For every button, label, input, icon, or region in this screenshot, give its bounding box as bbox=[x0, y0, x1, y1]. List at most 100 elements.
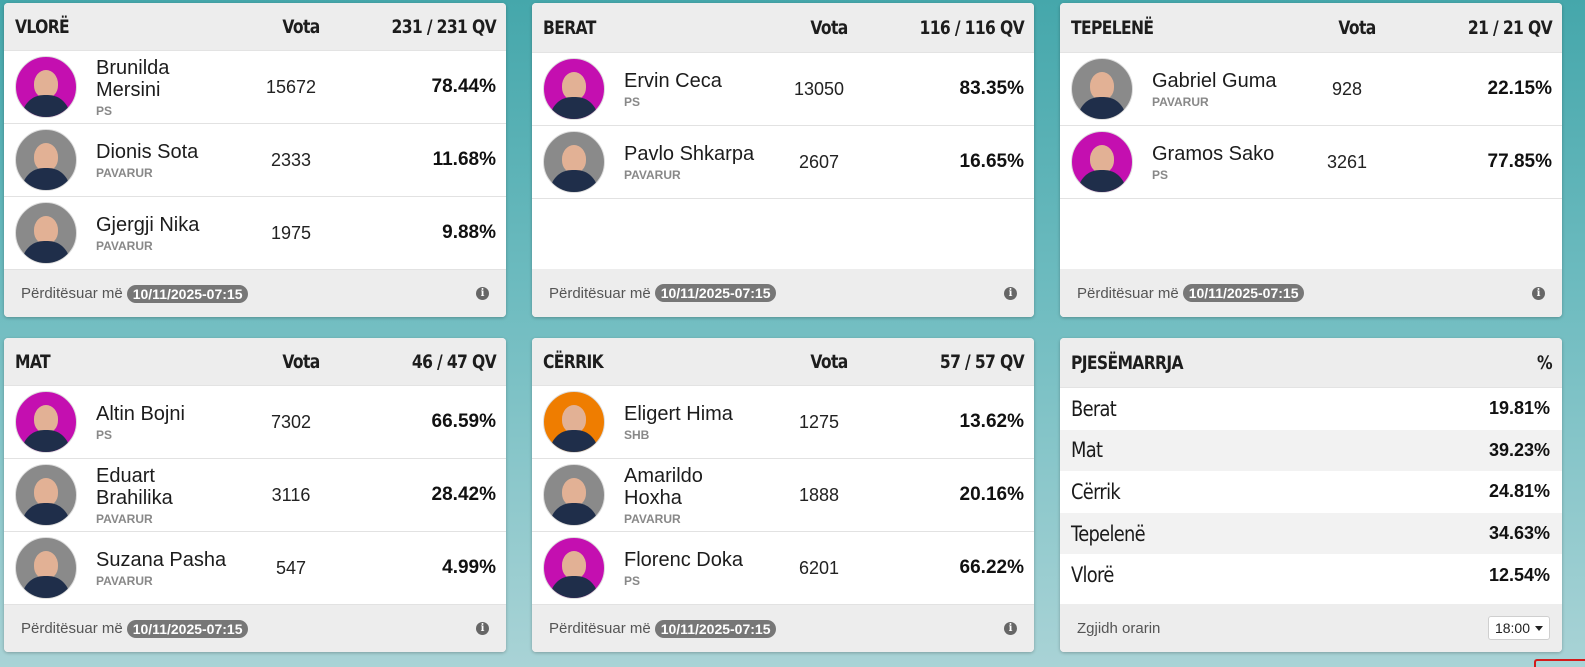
turnout-city: Tepelenë bbox=[1071, 521, 1146, 546]
candidate-list: Altin Bojni PS 7302 66.59% Eduart Brahil… bbox=[4, 386, 506, 606]
candidate-row: Brunilda Mersini PS 15672 78.44% bbox=[4, 51, 506, 125]
candidate-list: Eligert Hima SHB 1275 13.62% Amarildo Ho… bbox=[532, 386, 1034, 606]
candidate-list: Brunilda Mersini PS 15672 78.44% Dionis … bbox=[4, 51, 506, 271]
turnout-row: Cërrik 24.81% bbox=[1060, 471, 1562, 513]
candidate-name: Ervin Ceca bbox=[624, 69, 722, 92]
candidate-pct: 83.35% bbox=[959, 78, 1024, 99]
schedule-select[interactable]: 18:00 bbox=[1487, 616, 1550, 640]
candidate-list: Gabriel Guma PAVARUR 928 22.15% Gramos S… bbox=[1060, 53, 1562, 269]
candidate-avatar bbox=[543, 391, 605, 454]
candidate-party: SHB bbox=[624, 427, 650, 442]
card-footer: Përditësuar më 10/11/2025-07:15 i bbox=[532, 605, 1034, 652]
info-icon[interactable]: i bbox=[476, 287, 489, 301]
info-icon[interactable]: i bbox=[1004, 286, 1017, 300]
qv-count: 46 / 47 QV bbox=[411, 350, 497, 373]
turnout-row: Mat 39.23% bbox=[1060, 429, 1562, 472]
card-footer: Përditësuar më 10/11/2025-07:15 i bbox=[4, 605, 506, 652]
candidate-pct: 13.62% bbox=[959, 411, 1024, 433]
corner-highlight bbox=[1534, 659, 1585, 667]
turnout-pct: 19.81% bbox=[1488, 398, 1550, 419]
candidate-party: PS bbox=[624, 94, 641, 109]
candidate-avatar bbox=[543, 131, 605, 193]
city-title: BERAT bbox=[543, 16, 596, 39]
candidate-avatar bbox=[543, 464, 605, 527]
card-header: VLORË Vota 231 / 231 QV bbox=[4, 3, 506, 52]
info-icon[interactable]: i bbox=[476, 622, 489, 636]
updated-date-badge: 10/11/2025-07:15 bbox=[654, 284, 777, 302]
candidate-row: Gabriel Guma PAVARUR 928 22.15% bbox=[1060, 53, 1562, 126]
candidate-votes: 2333 bbox=[270, 149, 312, 170]
candidate-votes: 7302 bbox=[270, 411, 312, 432]
card-header: TEPELENË Vota 21 / 21 QV bbox=[1060, 3, 1562, 53]
candidate-votes: 6201 bbox=[798, 557, 840, 578]
candidate-votes: 1275 bbox=[798, 411, 840, 432]
candidate-pct: 78.44% bbox=[431, 76, 496, 98]
turnout-pct: 24.81% bbox=[1488, 481, 1550, 502]
candidate-avatar bbox=[15, 464, 77, 527]
candidate-party: PAVARUR bbox=[1152, 94, 1209, 109]
candidate-avatar bbox=[1071, 58, 1133, 120]
candidate-votes: 547 bbox=[275, 557, 307, 578]
turnout-pct: 39.23% bbox=[1488, 439, 1550, 460]
city-title: TEPELENË bbox=[1071, 16, 1154, 39]
candidate-pct: 77.85% bbox=[1487, 151, 1552, 172]
updated-date-badge: 10/11/2025-07:15 bbox=[126, 619, 249, 638]
candidate-name: Suzana Pasha bbox=[96, 548, 227, 571]
updated-date-badge: 10/11/2025-07:15 bbox=[126, 284, 249, 303]
candidate-name: Gjergji Nika bbox=[96, 213, 200, 236]
result-card: TEPELENË Vota 21 / 21 QV Gabriel Guma PA… bbox=[1060, 3, 1562, 317]
result-card: VLORË Vota 231 / 231 QV Brunilda Mersini… bbox=[4, 3, 506, 317]
candidate-name: Gabriel Guma bbox=[1152, 69, 1277, 92]
candidate-pct: 11.68% bbox=[432, 149, 496, 171]
candidate-party: PAVARUR bbox=[96, 238, 153, 253]
updated-label: Përditësuar më bbox=[21, 285, 123, 303]
card-header: MAT Vota 46 / 47 QV bbox=[4, 338, 506, 387]
candidate-pct: 20.16% bbox=[959, 484, 1024, 506]
card-header: CËRRIK Vota 57 / 57 QV bbox=[532, 338, 1034, 387]
candidate-avatar bbox=[15, 391, 77, 454]
candidate-name: Florenc Doka bbox=[624, 548, 743, 571]
candidate-party: PS bbox=[96, 427, 113, 442]
turnout-row: Vlorë 12.54% bbox=[1060, 554, 1562, 596]
votes-header: Vota bbox=[282, 350, 320, 373]
candidate-name: Pavlo Shkarpa bbox=[624, 142, 755, 165]
candidate-party: PAVARUR bbox=[96, 573, 153, 588]
schedule-label: Zgjidh orarin bbox=[1077, 619, 1161, 637]
info-icon[interactable]: i bbox=[1532, 286, 1545, 300]
candidate-name: Dionis Sota bbox=[96, 140, 199, 163]
candidate-party: PAVARUR bbox=[624, 167, 681, 182]
qv-count: 116 / 116 QV bbox=[919, 16, 1025, 39]
candidate-avatar bbox=[543, 537, 605, 600]
city-title: CËRRIK bbox=[543, 350, 604, 373]
candidate-row: Dionis Sota PAVARUR 2333 11.68% bbox=[4, 124, 506, 198]
candidate-votes: 2607 bbox=[798, 151, 840, 172]
candidate-votes: 13050 bbox=[793, 78, 845, 99]
turnout-city: Berat bbox=[1071, 396, 1117, 421]
turnout-title: PJESËMARRJA bbox=[1071, 351, 1184, 374]
candidate-row: Suzana Pasha PAVARUR 547 4.99% bbox=[4, 532, 506, 606]
card-footer: Përditësuar më 10/11/2025-07:15 i bbox=[4, 270, 506, 317]
candidate-list: Ervin Ceca PS 13050 83.35% Pavlo Shkarpa… bbox=[532, 53, 1034, 269]
candidate-votes: 3261 bbox=[1326, 151, 1368, 172]
candidate-pct: 22.15% bbox=[1487, 78, 1552, 99]
card-header: BERAT Vota 116 / 116 QV bbox=[532, 3, 1034, 53]
city-title: VLORË bbox=[15, 15, 70, 38]
turnout-row: Tepelenë 34.63% bbox=[1060, 512, 1562, 555]
updated-label: Përditësuar më bbox=[549, 284, 651, 302]
votes-header: Vota bbox=[282, 15, 320, 38]
caret-down-icon bbox=[1535, 625, 1543, 631]
candidate-row: Gramos Sako PS 3261 77.85% bbox=[1060, 126, 1562, 199]
turnout-footer: Zgjidh orarin 18:00 bbox=[1060, 604, 1562, 652]
turnout-city: Cërrik bbox=[1071, 479, 1121, 504]
candidate-name: Eligert Hima bbox=[624, 402, 733, 425]
votes-header: Vota bbox=[810, 16, 848, 39]
candidate-pct: 28.42% bbox=[431, 484, 496, 506]
city-title: MAT bbox=[15, 350, 51, 373]
candidate-pct: 9.88% bbox=[442, 222, 496, 244]
updated-label: Përditësuar më bbox=[21, 620, 123, 638]
candidate-name: Gramos Sako bbox=[1152, 142, 1275, 165]
candidate-party: PAVARUR bbox=[96, 511, 153, 526]
updated-label: Përditësuar më bbox=[1077, 284, 1179, 302]
qv-count: 21 / 21 QV bbox=[1467, 16, 1553, 39]
info-icon[interactable]: i bbox=[1004, 622, 1017, 636]
